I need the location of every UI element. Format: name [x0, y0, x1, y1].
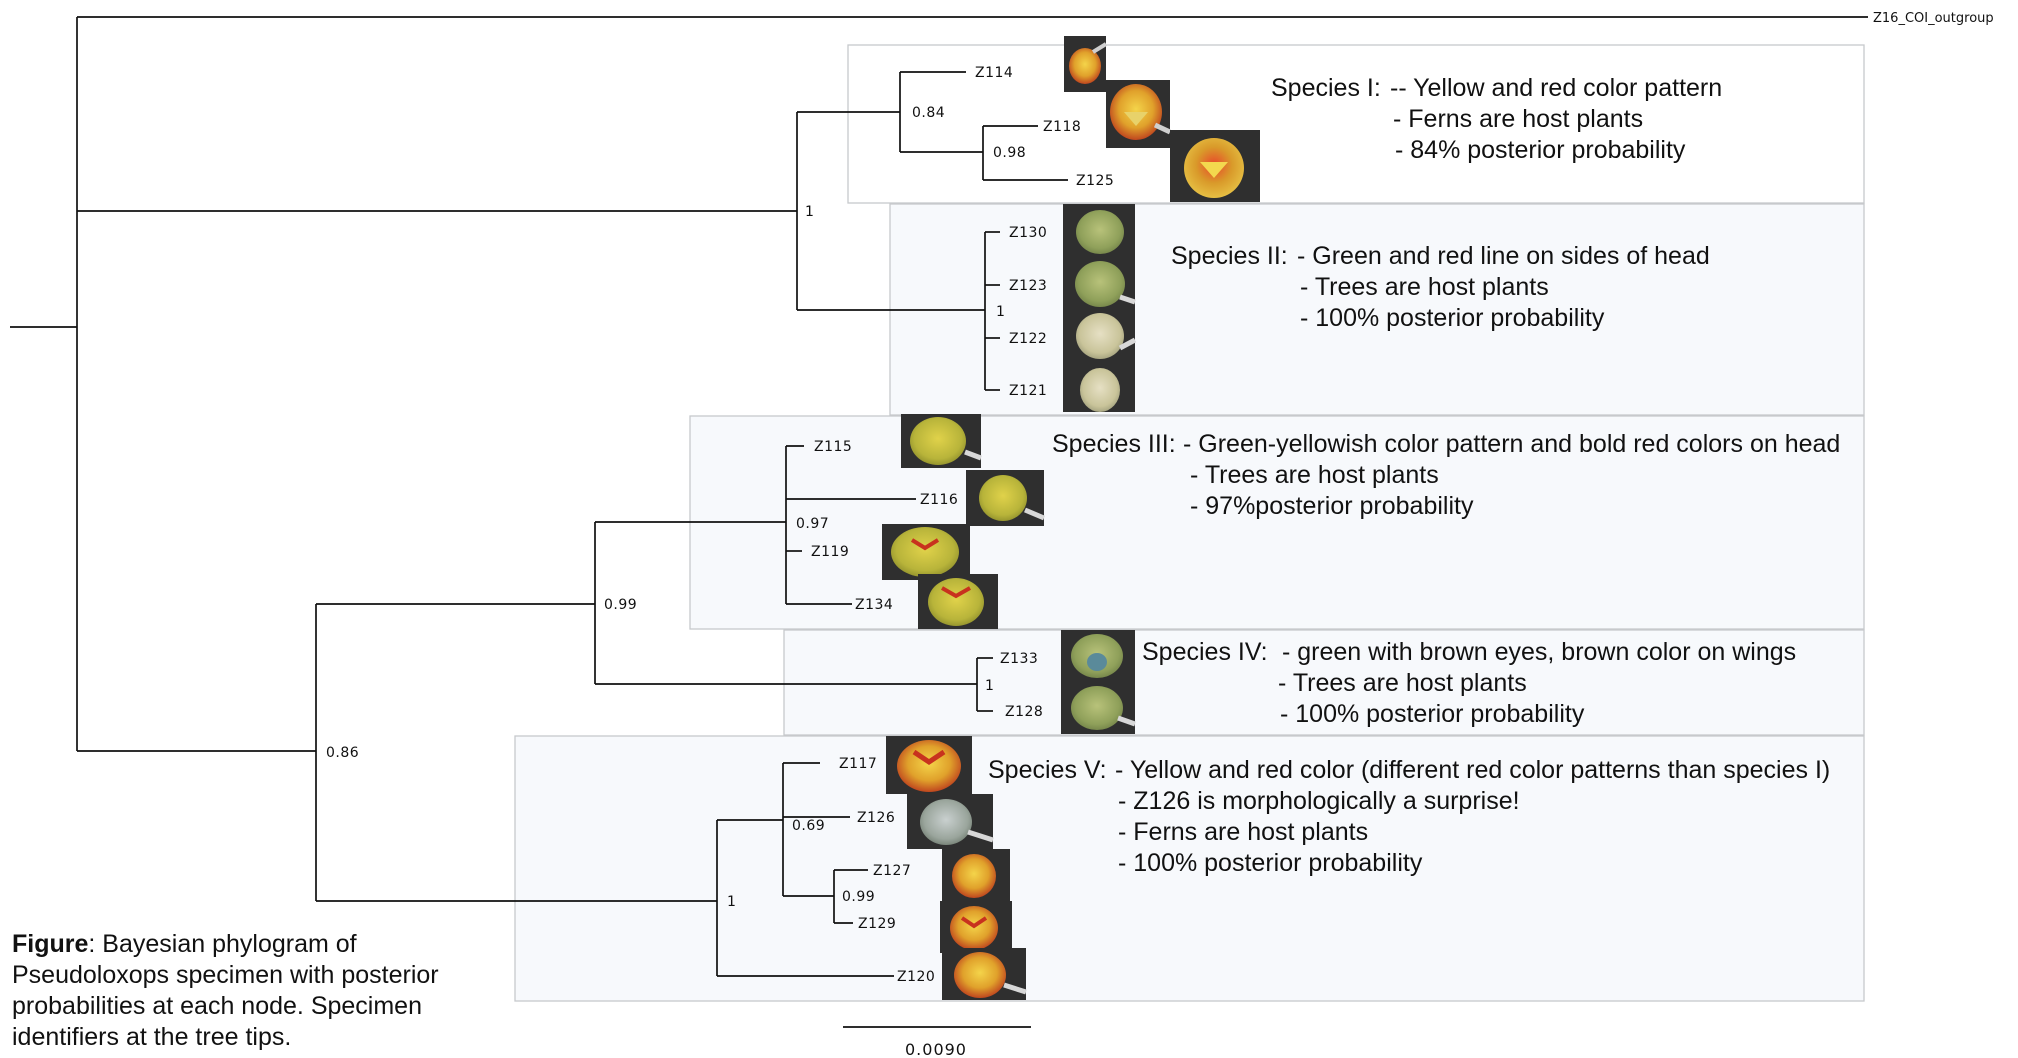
- insect-photo-z120: [942, 948, 1027, 1000]
- species-iv-line-3: - 100% posterior probability: [1280, 700, 1585, 728]
- support-value-1-species-v: 1: [727, 894, 736, 910]
- species-iii-box: [689, 415, 1865, 630]
- support-value-0-84: 0.84: [912, 105, 945, 121]
- insect-photo-z114: [1064, 36, 1108, 92]
- support-value-0-69: 0.69: [792, 818, 825, 834]
- species-v-line-2: - Z126 is morphologically a surprise!: [1118, 787, 1520, 815]
- caption-bold-label: Figure: [12, 930, 89, 958]
- species-iii-line-2: - Trees are host plants: [1190, 461, 1439, 489]
- outgroup-label: Z16_COI_outgroup: [1873, 11, 1994, 26]
- tip-label-z125: Z125: [1076, 173, 1114, 189]
- tip-label-z118: Z118: [1043, 119, 1081, 135]
- tip-label-z119: Z119: [811, 544, 849, 560]
- tip-label-z116: Z116: [920, 492, 958, 508]
- tip-label-z130: Z130: [1009, 225, 1047, 241]
- support-value-1-species-ii: 1: [996, 304, 1005, 320]
- support-value-0-99: 0.99: [604, 597, 637, 613]
- species-ii-box: [889, 203, 1865, 416]
- species-i-box: [847, 44, 1865, 204]
- tip-label-z127: Z127: [873, 863, 911, 879]
- species-i-line-1: -- Yellow and red color pattern: [1390, 74, 1722, 102]
- insect-photo-z122: [1063, 308, 1137, 360]
- species-i-line-2: - Ferns are host plants: [1393, 105, 1643, 133]
- insect-photo-z123: [1063, 256, 1136, 308]
- insect-photo-z126: [907, 794, 994, 849]
- insect-photo-z115: [901, 414, 982, 468]
- species-ii-title: Species II:: [1171, 242, 1288, 270]
- species-ii-line-1: - Green and red line on sides of head: [1297, 242, 1710, 270]
- species-iv-title: Species IV:: [1142, 638, 1268, 666]
- species-i-line-3: - 84% posterior probability: [1395, 136, 1686, 164]
- species-v-title: Species V:: [988, 756, 1107, 784]
- tip-label-z129: Z129: [858, 916, 896, 932]
- tip-label-z117: Z117: [839, 756, 877, 772]
- species-v-line-4: - 100% posterior probability: [1118, 849, 1423, 877]
- species-i-notes: Species I: -- Yellow and red color patte…: [1271, 74, 1722, 164]
- species-iv-line-2: - Trees are host plants: [1278, 669, 1527, 697]
- tip-label-z121: Z121: [1009, 383, 1047, 399]
- caption-text: : Bayesian phylogram of Pseudoloxops spe…: [12, 930, 439, 1051]
- figure-caption: Figure: Bayesian phylogram of Pseudoloxo…: [12, 929, 472, 1053]
- species-ii-notes: Species II: - Green and red line on side…: [1171, 242, 1710, 332]
- tip-label-z114: Z114: [975, 65, 1013, 81]
- insect-photo-z121: [1063, 360, 1135, 412]
- species-iv-line-1: - green with brown eyes, brown color on …: [1282, 638, 1796, 666]
- support-value-1-species-i-ii: 1: [805, 204, 814, 220]
- insect-photos: [882, 36, 1260, 1000]
- species-iii-notes: Species III: - Green-yellowish color pat…: [1052, 430, 1840, 520]
- tip-label-z115: Z115: [814, 439, 852, 455]
- insect-photo-z128: [1061, 682, 1136, 734]
- insect-photo-z127: [942, 849, 1010, 901]
- support-value-0-98: 0.98: [993, 145, 1026, 161]
- species-iv-notes: Species IV: - green with brown eyes, bro…: [1142, 638, 1796, 728]
- species-v-box: [514, 735, 1865, 1002]
- tip-label-z128: Z128: [1005, 704, 1043, 720]
- insect-photo-z129: [940, 901, 1012, 953]
- insect-photo-z125: [1170, 130, 1260, 202]
- insect-photo-z119: [882, 524, 970, 580]
- tip-label-z120: Z120: [897, 969, 935, 985]
- species-iv-box: [783, 629, 1865, 736]
- tip-label-z134: Z134: [855, 597, 893, 613]
- insect-photo-z118: [1106, 80, 1172, 148]
- species-iii-line-3: - 97%posterior probability: [1190, 492, 1474, 520]
- insect-photo-z130: [1063, 204, 1135, 256]
- species-iii-line-1: - Green-yellowish color pattern and bold…: [1183, 430, 1840, 458]
- support-value-0-86: 0.86: [326, 745, 359, 761]
- tip-label-z126: Z126: [857, 810, 895, 826]
- insect-photo-z133: [1061, 630, 1135, 682]
- tip-label-z123: Z123: [1009, 278, 1047, 294]
- support-value-0-99-b: 0.99: [842, 889, 875, 905]
- tip-label-z133: Z133: [1000, 651, 1038, 667]
- scale-bar-label: 0.0090: [905, 1040, 967, 1058]
- species-ii-line-3: - 100% posterior probability: [1300, 304, 1605, 332]
- species-i-title: Species I:: [1271, 74, 1381, 102]
- scale-bar: 0.0090: [843, 1026, 1031, 1058]
- species-ii-line-2: - Trees are host plants: [1300, 273, 1549, 301]
- species-v-notes: Species V: - Yellow and red color (diffe…: [988, 756, 1830, 877]
- species-v-line-1: - Yellow and red color (different red co…: [1115, 756, 1830, 784]
- tip-label-z122: Z122: [1009, 331, 1047, 347]
- species-iii-title: Species III:: [1052, 430, 1176, 458]
- insect-photo-z134: [918, 574, 998, 629]
- insect-photo-z116: [966, 470, 1045, 526]
- species-v-line-3: - Ferns are host plants: [1118, 818, 1368, 846]
- support-value-0-97: 0.97: [796, 516, 829, 532]
- support-value-1-species-iv: 1: [985, 678, 994, 694]
- insect-photo-z117: [886, 736, 972, 794]
- tree-branches: [10, 16, 1868, 977]
